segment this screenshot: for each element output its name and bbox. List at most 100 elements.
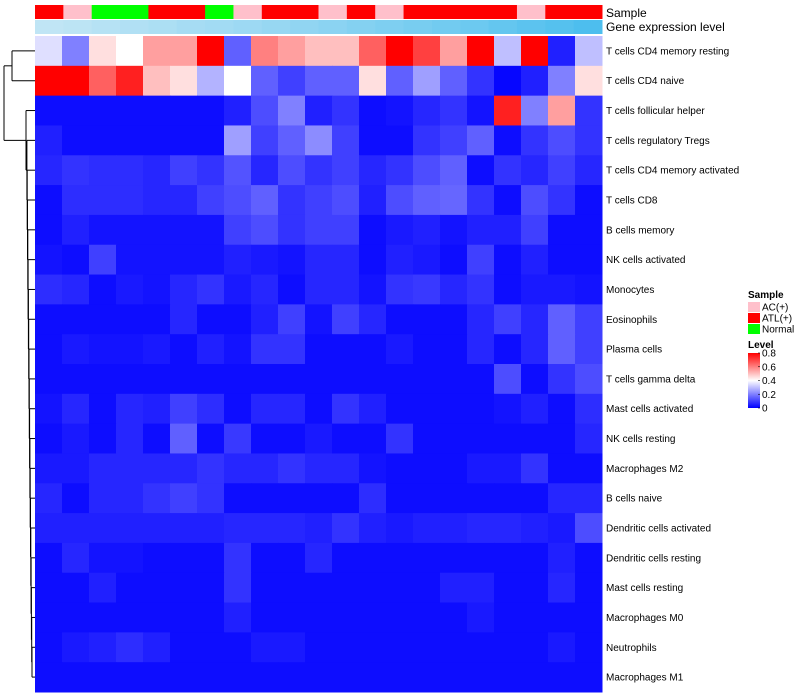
heatmap-cell <box>170 244 198 276</box>
heatmap-cell <box>305 632 333 663</box>
heatmap-cell <box>143 662 171 693</box>
heatmap-cell <box>251 304 279 335</box>
heatmap-cell <box>251 334 279 365</box>
row-label: Macrophages M0 <box>606 613 684 624</box>
heatmap-cells <box>35 36 603 693</box>
heatmap-cell <box>413 36 441 67</box>
heatmap-cell <box>386 572 414 604</box>
heatmap-cell <box>278 542 306 574</box>
heatmap-cell <box>143 95 171 126</box>
heatmap-cell <box>278 602 306 633</box>
heatmap-cell <box>170 65 198 97</box>
heatmap-cell <box>575 244 603 276</box>
heatmap-cell <box>332 542 360 574</box>
heatmap-cell <box>251 125 279 156</box>
heatmap-cell <box>332 423 360 454</box>
heatmap-cell <box>305 244 333 276</box>
heatmap-cell <box>89 632 117 663</box>
gene-expression-annotation-cell <box>91 20 121 34</box>
heatmap-cell <box>224 185 252 216</box>
heatmap-cell <box>467 304 495 335</box>
heatmap-cell <box>197 36 225 67</box>
heatmap-cell <box>197 155 225 186</box>
heatmap-cell <box>494 602 522 633</box>
heatmap-cell <box>305 602 333 633</box>
heatmap-cell <box>224 214 252 246</box>
heatmap-cell <box>386 423 414 454</box>
gene-expression-annotation-cell <box>290 20 319 34</box>
heatmap-cell <box>197 125 225 156</box>
heatmap-cell <box>62 334 90 365</box>
heatmap-cell <box>521 572 549 604</box>
heatmap-cell <box>386 483 414 514</box>
heatmap-cell <box>548 155 576 186</box>
heatmap-cell <box>143 274 171 305</box>
heatmap-cell <box>116 185 144 216</box>
heatmap-cell <box>386 334 414 365</box>
heatmap-cell <box>359 364 387 395</box>
heatmap-cell <box>467 393 495 425</box>
sample-annotation-cell <box>148 5 178 19</box>
heatmap-cell <box>62 65 90 97</box>
gene-expression-annotation-cell <box>403 20 433 34</box>
heatmap-cell <box>224 364 252 395</box>
heatmap-cell <box>116 65 144 97</box>
row-label: B cells naive <box>606 494 663 505</box>
heatmap-cell <box>305 95 333 126</box>
row-label: T cells CD4 memory activated <box>606 166 739 177</box>
heatmap-cell <box>62 393 90 425</box>
heatmap-cell <box>278 214 306 246</box>
heatmap-cell <box>575 662 603 693</box>
legend-tick-label: 0.2 <box>762 390 776 401</box>
heatmap-cell <box>251 632 279 663</box>
heatmap-cell <box>170 483 198 514</box>
row-label: B cells memory <box>606 225 674 236</box>
legend-entry-label: Normal <box>762 325 794 336</box>
heatmap-cell <box>278 274 306 305</box>
heatmap-cell <box>89 155 117 186</box>
heatmap-cell <box>278 125 306 156</box>
heatmap-cell <box>332 155 360 186</box>
heatmap-cell <box>494 423 522 454</box>
heatmap-cell <box>521 214 549 246</box>
heatmap-cell <box>62 453 90 484</box>
heatmap-cell <box>386 214 414 246</box>
heatmap-cell <box>440 572 468 604</box>
heatmap-cell <box>89 214 117 246</box>
heatmap-cell <box>116 364 144 395</box>
heatmap-cell <box>62 364 90 395</box>
sample-annotation-cell <box>403 5 433 19</box>
heatmap-cell <box>35 364 63 395</box>
heatmap-cell <box>440 214 468 246</box>
gene-expression-annotation-cell <box>516 20 546 34</box>
heatmap-cell <box>548 602 576 633</box>
heatmap-cell <box>170 364 198 395</box>
heatmap-cell <box>332 274 360 305</box>
heatmap-cell <box>116 662 144 693</box>
heatmap-cell <box>494 155 522 186</box>
legend-entry-label: ATL(+) <box>762 314 792 325</box>
heatmap-cell <box>575 542 603 574</box>
heatmap-cell <box>89 364 117 395</box>
heatmap-cell <box>521 65 549 97</box>
heatmap-cell <box>278 423 306 454</box>
heatmap-cell <box>35 65 63 97</box>
heatmap-cell <box>305 274 333 305</box>
row-label: Dendritic cells resting <box>606 553 701 564</box>
heatmap-cell <box>35 542 63 574</box>
heatmap-cell <box>224 155 252 186</box>
heatmap-cell <box>170 214 198 246</box>
heatmap-cell <box>278 155 306 186</box>
heatmap-cell <box>521 125 549 156</box>
heatmap-cell <box>575 453 603 484</box>
heatmap-cell <box>494 393 522 425</box>
heatmap-cell <box>521 483 549 514</box>
heatmap-cell <box>386 65 414 97</box>
heatmap-cell <box>521 632 549 663</box>
heatmap-cell <box>467 602 495 633</box>
heatmap-cell <box>359 602 387 633</box>
heatmap-cell <box>62 244 90 276</box>
legend-level-ticks: 0.8 0.6 0.4 0.2 0 <box>758 349 776 415</box>
heatmap-cell <box>332 483 360 514</box>
